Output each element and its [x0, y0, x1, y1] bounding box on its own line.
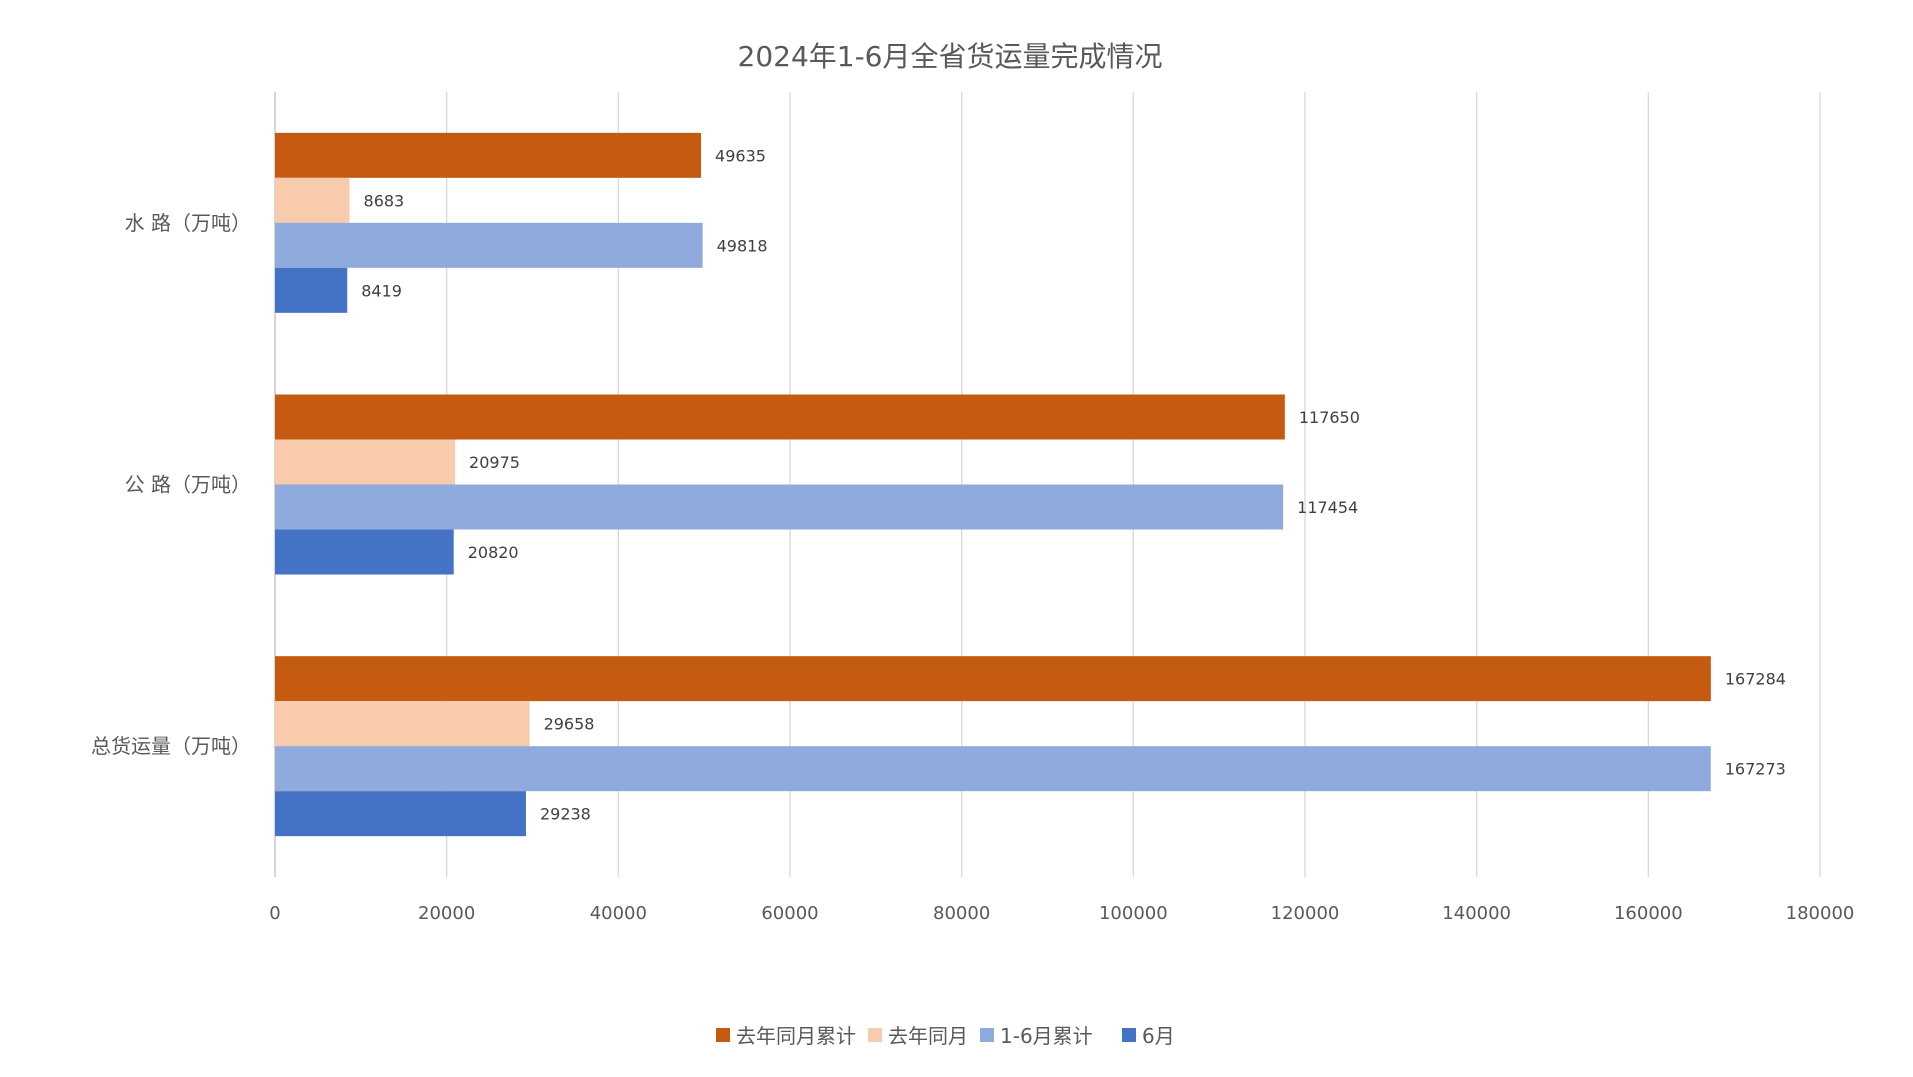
- bar: [275, 484, 1284, 530]
- bar: [275, 267, 348, 313]
- legend-swatch: [1122, 1028, 1136, 1042]
- chart-title: 2024年1-6月全省货运量完成情况: [738, 40, 1163, 73]
- bar: [275, 439, 456, 485]
- legend: 去年同月累计 去年同月 1-6月累计 6月: [716, 1024, 1175, 1048]
- data-label: 117650: [1299, 408, 1360, 427]
- legend-label: 6月: [1142, 1024, 1175, 1048]
- data-label: 20975: [469, 453, 520, 472]
- bar: [275, 656, 1711, 702]
- bar: [275, 791, 526, 837]
- data-label: 29238: [540, 805, 591, 824]
- x-tick-label: 60000: [761, 903, 818, 924]
- legend-label: 去年同月: [888, 1024, 968, 1048]
- category-label: 总货运量（万吨）: [91, 734, 251, 758]
- x-axis-ticks: 0 20000 40000 60000 80000 100000 120000 140000 1…: [269, 903, 1854, 924]
- x-tick-label: 120000: [1271, 903, 1340, 924]
- data-label: 8683: [364, 191, 405, 210]
- data-label: 117454: [1297, 498, 1358, 517]
- data-label: 167273: [1725, 760, 1786, 779]
- legend-label: 去年同月累计: [736, 1024, 856, 1048]
- legend-swatch: [980, 1028, 994, 1042]
- bar: [275, 132, 702, 178]
- x-tick-label: 40000: [590, 903, 647, 924]
- category-label: 水 路（万吨）: [125, 211, 251, 235]
- bar: [275, 746, 1711, 792]
- legend-swatch: [716, 1028, 730, 1042]
- x-tick-label: 100000: [1099, 903, 1168, 924]
- category-label: 公 路（万吨）: [125, 473, 251, 497]
- bar: [275, 394, 1285, 440]
- bar: [275, 529, 454, 575]
- data-label: 49635: [715, 146, 766, 165]
- bar: [275, 177, 350, 223]
- bar: [275, 701, 530, 747]
- x-tick-label: 140000: [1442, 903, 1511, 924]
- data-label: 167284: [1725, 670, 1786, 689]
- data-label: 29658: [544, 715, 595, 734]
- bars: 49635 8683 49818 8419 117650 20975 117454 20820…: [275, 132, 1786, 837]
- bar: [275, 222, 703, 268]
- x-tick-label: 0: [269, 903, 280, 924]
- legend-label: 1-6月累计: [1000, 1024, 1093, 1048]
- data-label: 20820: [468, 543, 519, 562]
- category-labels: 水 路（万吨） 公 路（万吨） 总货运量（万吨）: [91, 211, 251, 758]
- x-tick-label: 20000: [418, 903, 475, 924]
- data-label: 8419: [361, 281, 402, 300]
- x-tick-label: 160000: [1614, 903, 1683, 924]
- x-tick-label: 80000: [933, 903, 990, 924]
- legend-swatch: [868, 1028, 882, 1042]
- data-label: 49818: [717, 236, 768, 255]
- x-tick-label: 180000: [1786, 903, 1855, 924]
